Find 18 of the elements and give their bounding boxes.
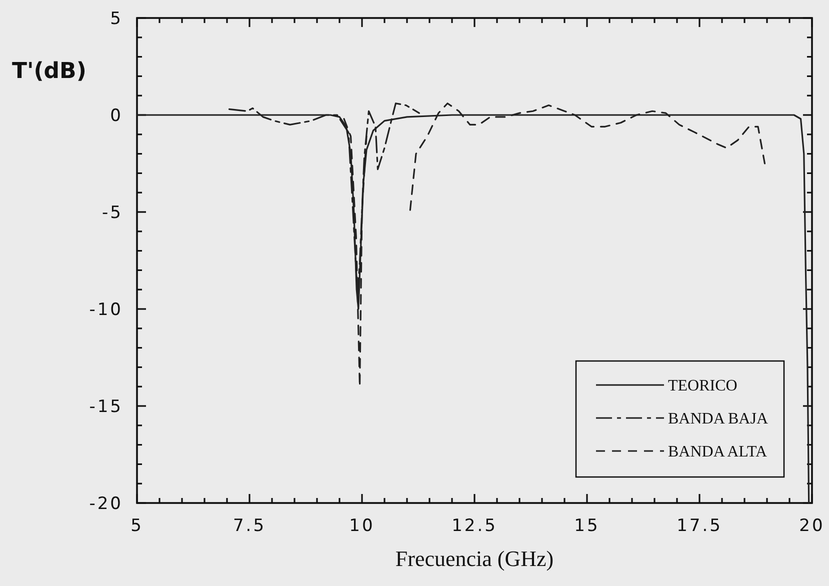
y-tick-label: -15	[89, 396, 123, 417]
y-tick-label: 0	[110, 106, 123, 126]
legend-label: TEORICO	[668, 378, 738, 395]
y-tick-label: -5	[102, 202, 123, 223]
x-tick-label: 12.5	[452, 516, 498, 536]
x-tick-label: 7.5	[232, 516, 266, 536]
legend-label: BANDA BAJA	[668, 410, 768, 428]
x-axis-title: Frecuencia (GHz)	[395, 546, 554, 571]
x-tick-label: 15	[574, 516, 600, 536]
x-tick-label: 10	[349, 516, 375, 536]
x-tick-label: 5	[130, 516, 144, 536]
legend-label: BANDA ALTA	[668, 444, 768, 461]
x-tick-label: 17.5	[676, 516, 722, 536]
y-tick-label: 5	[110, 8, 123, 29]
y-tick-label: -20	[89, 494, 123, 514]
y-axis-title: T'(dB)	[12, 59, 86, 84]
y-tick-label: -10	[89, 300, 123, 320]
x-tick-label: 20	[799, 516, 825, 536]
